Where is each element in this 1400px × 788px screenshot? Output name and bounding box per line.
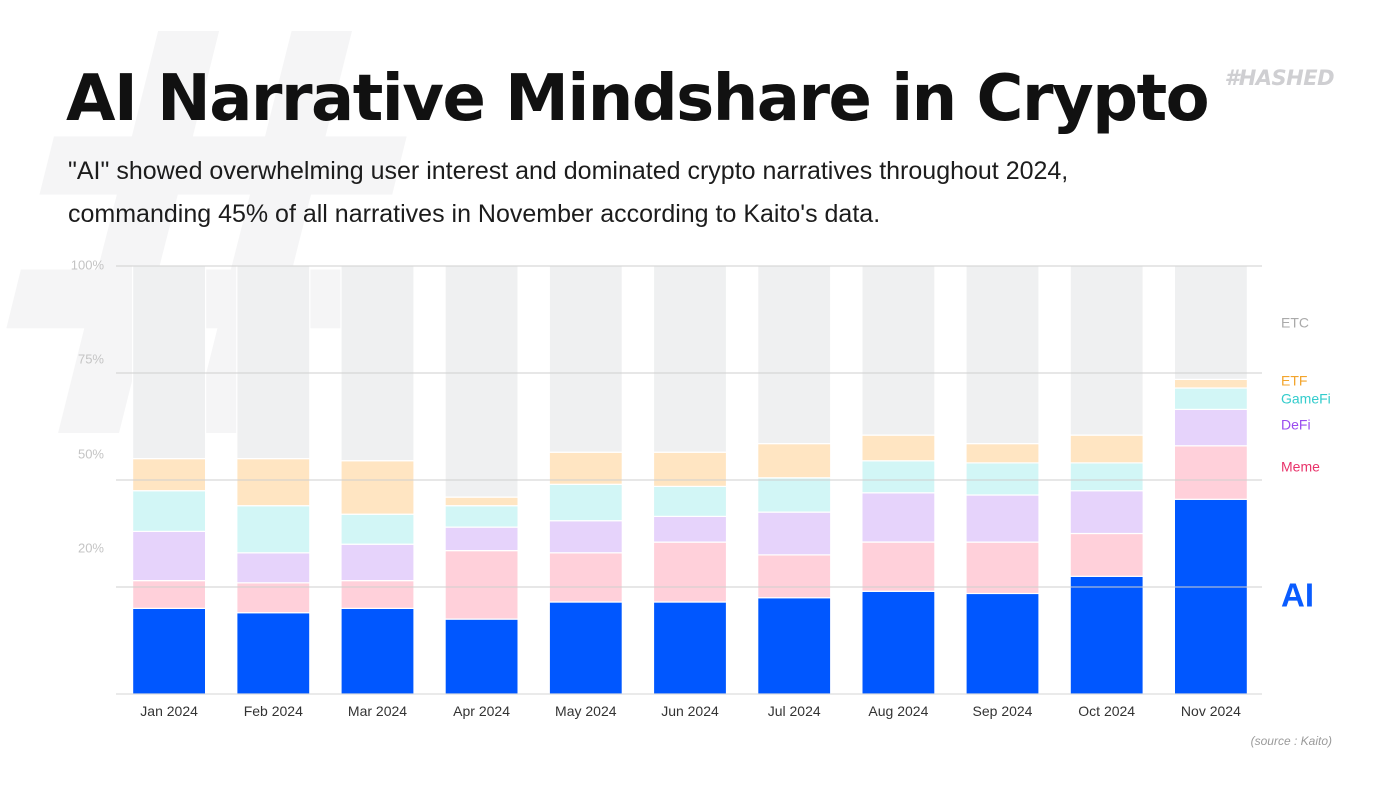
bar-segment-meme-1 bbox=[132, 579, 207, 609]
y-tick-label: 50% bbox=[78, 446, 104, 461]
bar-segment-ai-9 bbox=[965, 592, 1040, 695]
bar-segment-etf-11 bbox=[1173, 378, 1249, 389]
bar-segment-etc-1 bbox=[132, 265, 207, 460]
x-tick-label: Sep 2024 bbox=[973, 703, 1033, 719]
bar-segment-gamefi-2 bbox=[236, 505, 311, 554]
bar-segment-etf-2 bbox=[236, 458, 311, 507]
bar-segment-ai-7 bbox=[757, 597, 832, 695]
bar-segment-etf-7 bbox=[757, 443, 832, 479]
bar-segment-gamefi-4 bbox=[444, 505, 519, 528]
bars-layer bbox=[132, 265, 1249, 695]
bar-segment-gamefi-11 bbox=[1173, 387, 1249, 410]
bar-segment-meme-9 bbox=[965, 541, 1040, 595]
x-tick-label: Feb 2024 bbox=[244, 703, 303, 719]
bar-segment-ai-6 bbox=[652, 601, 728, 695]
bar-segment-defi-5 bbox=[548, 520, 623, 554]
bar-segment-etc-6 bbox=[652, 265, 728, 453]
x-tick-label: Oct 2024 bbox=[1078, 703, 1135, 719]
brand-logo: #HASHED bbox=[1224, 66, 1335, 90]
x-tick-label: Jun 2024 bbox=[661, 703, 719, 719]
bar-segment-etf-3 bbox=[340, 460, 415, 515]
x-tick-label: Aug 2024 bbox=[868, 703, 928, 719]
page-subtitle: "AI" showed overwhelming user interest a… bbox=[68, 157, 1069, 228]
bar-segment-defi-1 bbox=[132, 530, 207, 582]
bar-segment-gamefi-3 bbox=[340, 513, 415, 545]
bar-segment-meme-3 bbox=[340, 579, 415, 609]
bar-segment-gamefi-1 bbox=[132, 490, 207, 533]
bar-segment-etf-1 bbox=[132, 458, 207, 492]
y-tick-label: 75% bbox=[78, 351, 104, 366]
bar-segment-meme-4 bbox=[444, 549, 519, 620]
bar-segment-gamefi-9 bbox=[965, 462, 1040, 496]
x-tick-label: Nov 2024 bbox=[1181, 703, 1241, 719]
bar-segment-defi-10 bbox=[1069, 490, 1144, 535]
bar-segment-meme-11 bbox=[1173, 445, 1249, 500]
y-tick-label: 20% bbox=[78, 540, 104, 555]
x-tick-label: Apr 2024 bbox=[453, 703, 510, 719]
bar-segment-ai-1 bbox=[132, 607, 207, 695]
bar-segment-gamefi-8 bbox=[861, 460, 936, 494]
x-tick-label: Jul 2024 bbox=[768, 703, 821, 719]
x-tick-label: May 2024 bbox=[555, 703, 617, 719]
bar-segment-etc-9 bbox=[965, 265, 1040, 445]
bar-segment-ai-5 bbox=[548, 601, 623, 695]
bar-segment-ai-4 bbox=[444, 618, 519, 695]
bar-segment-etc-3 bbox=[340, 265, 415, 462]
bar-segment-etc-10 bbox=[1069, 265, 1144, 436]
x-tick-labels: Jan 2024 Feb 2024 Mar 2024 Apr 2024 May 2024… bbox=[140, 703, 1241, 719]
x-tick-label: Jan 2024 bbox=[140, 703, 198, 719]
bar-segment-ai-11 bbox=[1173, 498, 1249, 695]
bar-segment-etf-9 bbox=[965, 443, 1040, 464]
legend-label-defi: DeFi bbox=[1281, 417, 1311, 433]
bar-segment-defi-3 bbox=[340, 543, 415, 582]
bar-segment-ai-3 bbox=[340, 607, 415, 695]
page-title: AI Narrative Mindshare in Crypto bbox=[66, 62, 1210, 136]
bar-segment-defi-9 bbox=[965, 494, 1040, 543]
series-legend: AI Meme DeFi GameFi ETF ETC bbox=[1281, 315, 1331, 614]
bar-segment-gamefi-6 bbox=[652, 485, 728, 517]
bar-segment-ai-8 bbox=[861, 590, 936, 695]
bar-segment-meme-2 bbox=[236, 582, 311, 614]
bar-segment-etc-11 bbox=[1173, 265, 1249, 381]
gridlines-layer bbox=[116, 265, 1262, 695]
bar-segment-etf-4 bbox=[444, 496, 519, 507]
legend-label-meme: Meme bbox=[1281, 459, 1320, 475]
bar-segment-etc-5 bbox=[548, 265, 623, 453]
y-tick-labels: 100% 75% 50% 20% bbox=[71, 257, 105, 555]
bar-segment-etf-8 bbox=[861, 434, 936, 462]
source-note: (source : Kaito) bbox=[1250, 734, 1332, 748]
bar-segment-meme-8 bbox=[861, 541, 936, 592]
bar-segment-etf-5 bbox=[548, 451, 623, 485]
bar-segment-meme-5 bbox=[548, 552, 623, 603]
bar-segment-meme-7 bbox=[757, 554, 832, 599]
bar-segment-gamefi-10 bbox=[1069, 462, 1144, 492]
legend-label-etf: ETF bbox=[1281, 373, 1307, 389]
legend-label-gamefi: GameFi bbox=[1281, 391, 1331, 407]
bar-segment-gamefi-7 bbox=[757, 477, 832, 513]
bar-segment-defi-2 bbox=[236, 552, 311, 584]
bar-segment-meme-10 bbox=[1069, 532, 1144, 577]
bar-segment-defi-8 bbox=[861, 492, 936, 543]
bar-segment-defi-11 bbox=[1173, 408, 1249, 447]
bar-segment-etc-8 bbox=[861, 265, 936, 436]
bar-segment-ai-2 bbox=[236, 612, 311, 695]
bar-segment-gamefi-5 bbox=[548, 483, 623, 522]
bar-segment-etc-7 bbox=[757, 265, 832, 445]
y-tick-label: 100% bbox=[71, 257, 105, 272]
bar-segment-meme-6 bbox=[652, 541, 728, 603]
bar-segment-defi-7 bbox=[757, 511, 832, 556]
bar-segment-etc-2 bbox=[236, 265, 311, 460]
legend-label-etc: ETC bbox=[1281, 315, 1309, 331]
x-tick-label: Mar 2024 bbox=[348, 703, 407, 719]
bar-segment-defi-4 bbox=[444, 526, 519, 552]
bar-segment-etf-10 bbox=[1069, 434, 1144, 464]
bar-segment-ai-10 bbox=[1069, 575, 1144, 695]
bar-segment-etf-6 bbox=[652, 451, 728, 488]
legend-label-ai: AI bbox=[1281, 577, 1314, 614]
bar-segment-etc-4 bbox=[444, 265, 519, 498]
bar-segment-defi-6 bbox=[652, 515, 728, 543]
